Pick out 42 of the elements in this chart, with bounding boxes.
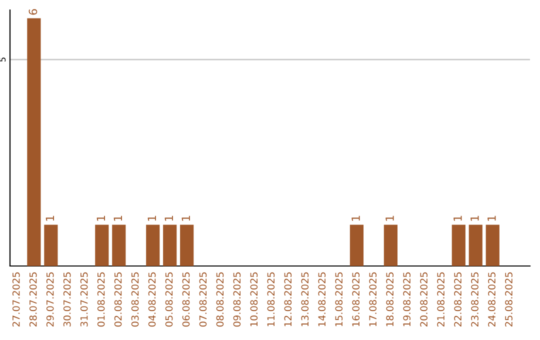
data-label: 1 — [96, 216, 105, 221]
data-label: 1 — [164, 216, 173, 221]
x-tick-label: 23.08.2025 — [471, 272, 478, 327]
x-tick-label: 05.08.2025 — [165, 272, 173, 327]
x-tick-label: 17.08.2025 — [369, 272, 377, 326]
x-tick-label: 21.08.2025 — [437, 272, 444, 327]
x-tick-label: 25.08.2025 — [505, 272, 512, 327]
x-tick-label: 12.08.2025 — [284, 272, 292, 326]
x-tick-label: 09.08.2025 — [233, 272, 241, 327]
data-label: 1 — [386, 216, 394, 221]
x-tick-label: 14.08.2025 — [318, 272, 326, 326]
x-tick-label: 03.08.2025 — [131, 272, 139, 327]
data-label: 6 — [28, 9, 38, 15]
x-tick-label: 19.08.2025 — [403, 272, 411, 326]
x-tick-label: 04.08.2025 — [148, 272, 156, 327]
data-label: 1 — [470, 216, 479, 221]
data-label: 1 — [352, 216, 360, 221]
x-tick-label: 28.07.2025 — [29, 272, 37, 327]
x-tick-label: 06.08.2025 — [182, 272, 190, 327]
x-tick-label: 30.07.2025 — [63, 272, 71, 326]
x-tick-label: 16.08.2025 — [352, 272, 360, 326]
x-tick-label: 20.08.2025 — [420, 272, 428, 327]
x-tick-label: 31.07.2025 — [80, 272, 88, 326]
x-tick-label: 11.08.2025 — [267, 272, 275, 326]
x-tick-label: 02.08.2025 — [114, 272, 122, 327]
data-label: 1 — [182, 216, 190, 221]
x-tick-label: 01.08.2025 — [97, 272, 105, 327]
data-label: 1 — [46, 216, 54, 221]
data-label: 1 — [148, 216, 156, 221]
data-label: 1 — [488, 216, 496, 221]
x-tick-label: 10.08.2025 — [250, 272, 258, 326]
x-tick-label: 22.08.2025 — [454, 272, 462, 327]
x-tick-label: 29.07.2025 — [46, 272, 54, 327]
data-label: 1 — [114, 216, 122, 221]
x-tick-label: 18.08.2025 — [386, 272, 394, 326]
x-tick-label: 24.08.2025 — [488, 272, 496, 327]
x-tick-label: 07.08.2025 — [199, 272, 207, 327]
x-tick-label: 27.07.2025 — [12, 272, 20, 327]
x-tick-label: 08.08.2025 — [216, 272, 224, 327]
data-label: 1 — [454, 216, 462, 221]
x-tick-label: 15.08.2025 — [335, 272, 343, 326]
x-tick-label: 13.08.2025 — [301, 272, 309, 326]
